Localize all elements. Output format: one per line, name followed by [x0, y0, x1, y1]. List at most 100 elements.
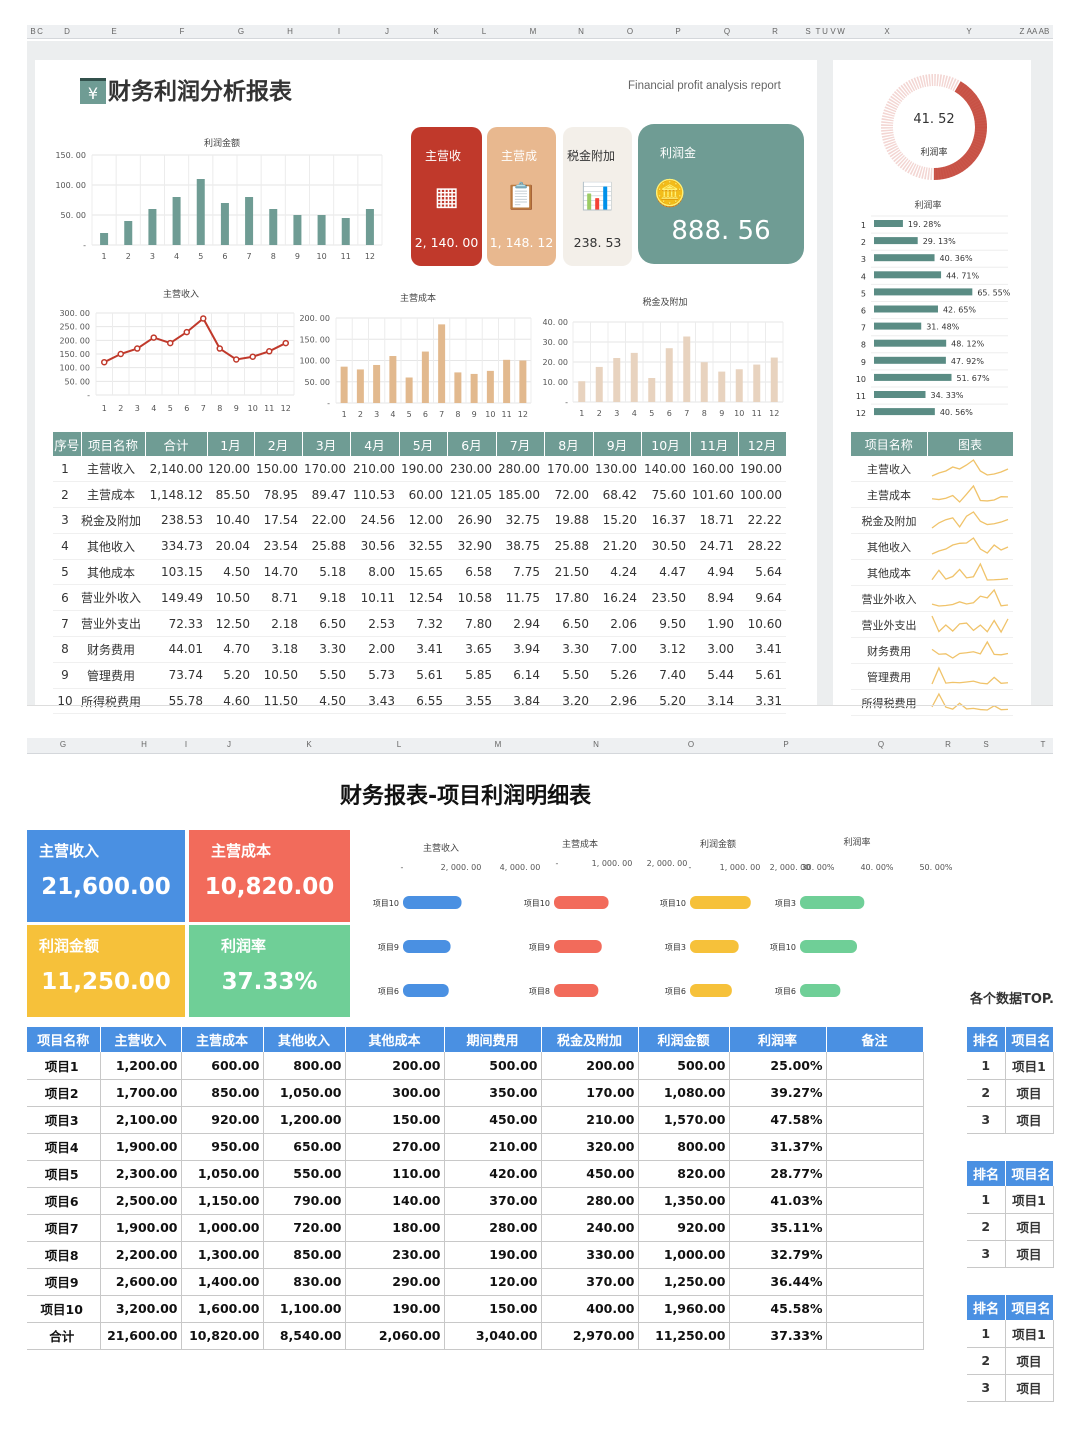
column-letter[interactable]: H — [287, 27, 293, 36]
table-cell[interactable] — [826, 1106, 924, 1134]
table-cell[interactable]: 400.00 — [541, 1295, 639, 1323]
table-cell[interactable]: 2.96 — [593, 688, 641, 715]
table-cell[interactable]: 330.00 — [541, 1241, 639, 1269]
table-cell[interactable]: 1,000.00 — [181, 1214, 264, 1242]
table-cell[interactable]: 180.00 — [345, 1214, 445, 1242]
table-cell[interactable]: 28.22 — [738, 533, 786, 560]
column-header[interactable]: 项目名称 — [81, 432, 146, 456]
table-cell[interactable]: 3.20 — [544, 688, 593, 715]
table-cell[interactable]: 主营成本 — [81, 481, 145, 509]
table-cell[interactable]: 160.00 — [690, 456, 738, 483]
column-letter[interactable]: C — [37, 27, 43, 36]
column-letter[interactable]: O — [687, 740, 695, 749]
table-cell[interactable]: 6.14 — [496, 662, 544, 689]
table-cell[interactable]: 820.00 — [638, 1160, 730, 1188]
table-cell[interactable]: 5 — [53, 559, 81, 586]
column-letter[interactable]: P — [675, 27, 681, 36]
table-cell[interactable]: 1,900.00 — [100, 1133, 182, 1161]
table-cell[interactable]: 22.00 — [302, 507, 350, 534]
column-header[interactable]: 项目名称 — [851, 432, 928, 456]
column-letter[interactable]: P — [783, 740, 789, 749]
table-cell[interactable]: 项目8 — [27, 1241, 101, 1269]
table-cell[interactable]: 项目3 — [27, 1106, 101, 1134]
table-row[interactable]: 项目1 1,200.00 600.00 800.00 200.00 500.00 200.0… — [27, 1052, 924, 1080]
table-row[interactable]: 财务费用 — [851, 637, 1013, 665]
table-cell[interactable]: 2,970.00 — [541, 1322, 639, 1350]
table-cell[interactable]: 项目 — [1005, 1213, 1054, 1241]
table-cell[interactable]: 4 — [53, 533, 81, 560]
column-letter[interactable]: T — [1040, 740, 1046, 749]
table-cell[interactable]: 12.54 — [399, 584, 447, 612]
table-row[interactable]: 2 项目 — [967, 1347, 1054, 1375]
column-letter[interactable]: Y — [966, 27, 972, 36]
table-cell[interactable]: 3.41 — [399, 636, 447, 663]
table-cell[interactable]: 950.00 — [181, 1133, 264, 1161]
table-cell[interactable]: 370.00 — [444, 1187, 542, 1215]
column-header[interactable]: 9月 — [593, 432, 642, 456]
table-row[interactable]: 合计 21,600.00 10,820.00 8,540.00 2,060.00 3,04… — [27, 1322, 924, 1350]
table-cell[interactable]: 32.55 — [399, 533, 447, 560]
column-letter[interactable]: X — [884, 27, 890, 36]
table-cell[interactable]: 1,400.00 — [181, 1268, 264, 1296]
table-cell[interactable]: 4.47 — [641, 559, 690, 586]
table-row[interactable]: 3 项目 — [967, 1374, 1054, 1402]
column-letter[interactable]: J — [385, 27, 389, 36]
table-cell[interactable]: 450.00 — [444, 1106, 542, 1134]
column-letter[interactable]: G — [237, 27, 245, 36]
table-cell[interactable]: 8 — [53, 636, 81, 663]
table-cell[interactable]: 项目9 — [27, 1268, 101, 1296]
table-cell[interactable]: 7.80 — [447, 610, 496, 638]
kpi-tax[interactable]: 税金附加 📊 238. 53 — [563, 127, 632, 266]
table-cell[interactable]: 32.75 — [496, 507, 544, 534]
column-header[interactable]: 项目名 — [1005, 1161, 1054, 1186]
table-cell[interactable]: 16.37 — [641, 507, 690, 534]
table-cell[interactable]: 10.11 — [350, 584, 399, 612]
table-cell[interactable]: 2.53 — [350, 610, 399, 638]
table-cell[interactable]: 150.00 — [444, 1295, 542, 1323]
column-letter[interactable]: K — [433, 27, 439, 36]
table-cell[interactable]: 720.00 — [263, 1214, 346, 1242]
table-cell[interactable]: 200.00 — [541, 1052, 639, 1080]
table-cell[interactable]: 22.22 — [738, 507, 786, 534]
table-cell[interactable]: 1,350.00 — [638, 1187, 730, 1215]
table-cell[interactable]: 2.94 — [496, 610, 544, 638]
table-row[interactable]: 项目7 1,900.00 1,000.00 720.00 180.00 280.00 240… — [27, 1214, 924, 1242]
table-cell[interactable]: 72.33 — [145, 610, 207, 638]
table-cell[interactable]: 6.58 — [447, 559, 496, 586]
table-cell[interactable]: 税金及附加 — [81, 507, 145, 534]
column-header[interactable]: 排名 — [967, 1161, 1006, 1186]
table-cell[interactable]: 550.00 — [263, 1160, 346, 1188]
column-header[interactable]: 1月 — [207, 432, 255, 456]
table-row[interactable]: 1 项目1 — [967, 1186, 1054, 1214]
table-cell[interactable]: 35.11% — [729, 1214, 827, 1242]
table-cell[interactable]: 210.00 — [350, 456, 399, 483]
table-cell[interactable]: 3.41 — [738, 636, 786, 663]
table-row[interactable]: 管理费用 — [851, 663, 1013, 691]
column-letter[interactable]: H — [141, 740, 147, 749]
table-cell[interactable]: 项目 — [1005, 1374, 1054, 1402]
table-cell[interactable]: 5.44 — [690, 662, 738, 689]
table-cell[interactable]: 920.00 — [638, 1214, 730, 1242]
table-row[interactable]: 项目8 2,200.00 1,300.00 850.00 230.00 190.00 330… — [27, 1241, 924, 1269]
table-cell[interactable]: 1 — [53, 456, 81, 483]
table-cell[interactable]: 23.50 — [641, 584, 690, 612]
table-row[interactable]: 1 项目1 — [967, 1052, 1054, 1080]
column-letter[interactable]: Q — [723, 27, 731, 36]
table-cell[interactable]: 1,700.00 — [100, 1079, 182, 1107]
table-cell[interactable]: 税金及附加 — [851, 507, 927, 535]
table-cell[interactable]: 300.00 — [345, 1079, 445, 1107]
table-row[interactable]: 税金及附加 — [851, 507, 1013, 535]
table-row[interactable]: 6 营业外收入 149.49 10.50 8.71 9.18 10.11 12.54 10.58… — [53, 584, 786, 612]
column-letter[interactable]: U — [822, 27, 828, 36]
table-cell[interactable]: 营业外支出 — [81, 610, 145, 638]
table-cell[interactable]: 920.00 — [181, 1106, 264, 1134]
table-cell[interactable]: 4.24 — [593, 559, 641, 586]
table-cell[interactable]: 7 — [53, 610, 81, 638]
table-cell[interactable]: 6.50 — [544, 610, 593, 638]
table-cell[interactable]: 7.32 — [399, 610, 447, 638]
table-cell[interactable]: 项目1 — [1005, 1320, 1054, 1348]
column-letter[interactable]: R — [772, 27, 778, 36]
table-cell[interactable]: 11.50 — [254, 688, 302, 715]
table-cell[interactable]: 650.00 — [263, 1133, 346, 1161]
table-cell[interactable]: 73.74 — [145, 662, 207, 689]
